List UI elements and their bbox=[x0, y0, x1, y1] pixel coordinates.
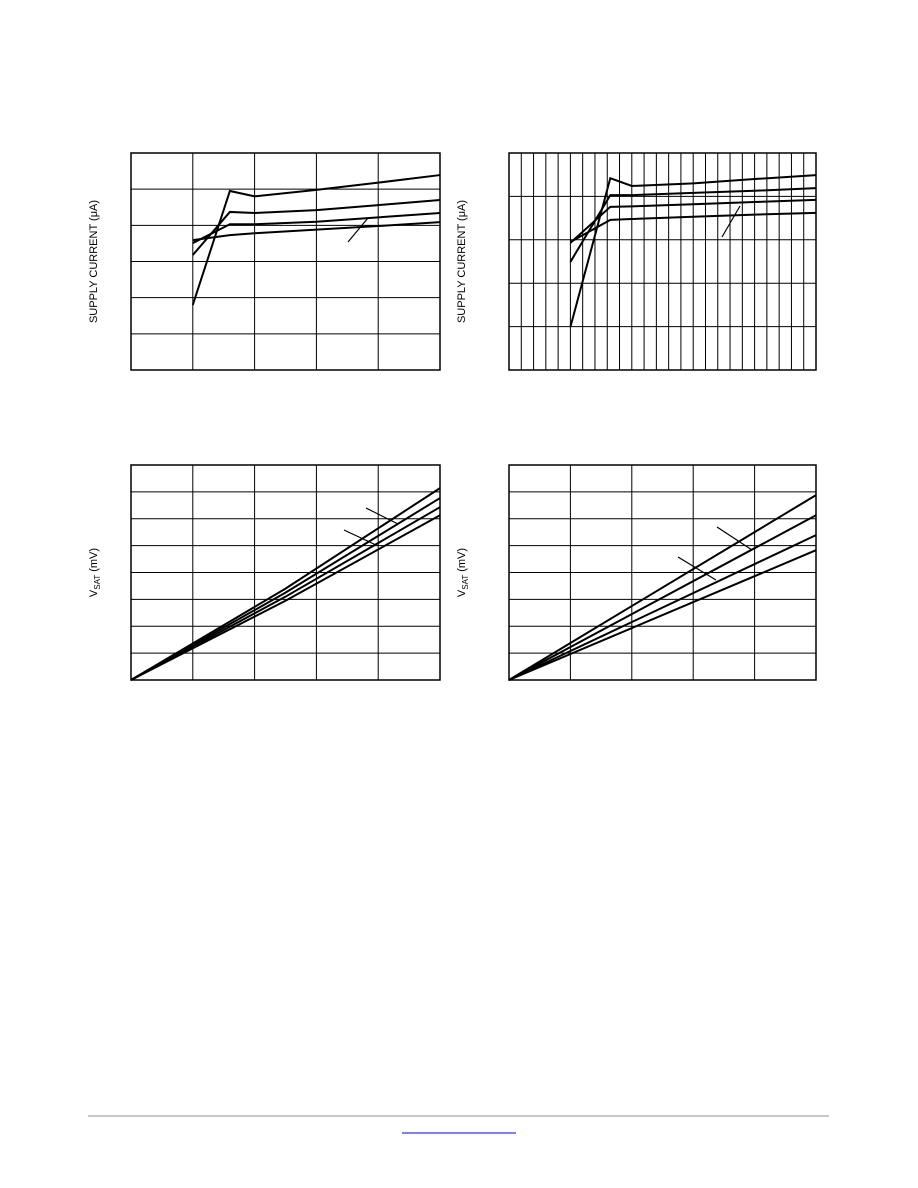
curve bbox=[508, 534, 817, 681]
curve bbox=[569, 198, 817, 244]
y-axis-label: SUPPLY CURRENT (μA) bbox=[88, 200, 100, 323]
plot-frame bbox=[130, 464, 441, 681]
y-axis-label-sub: SAT bbox=[93, 575, 102, 590]
y-axis-label-unit: (mV) bbox=[456, 548, 468, 572]
plot-frame bbox=[508, 464, 817, 681]
curve bbox=[192, 199, 441, 256]
curve bbox=[569, 211, 817, 243]
plot-frame bbox=[508, 152, 817, 371]
curve bbox=[508, 514, 817, 681]
curve bbox=[569, 174, 817, 328]
curve bbox=[192, 221, 441, 242]
curve bbox=[508, 549, 817, 681]
curve bbox=[130, 514, 441, 681]
curve bbox=[130, 497, 441, 681]
y-axis-label-sub: SAT bbox=[461, 575, 470, 590]
curve bbox=[191, 174, 441, 306]
annotation-arrows bbox=[343, 205, 753, 581]
plot-frame bbox=[130, 152, 441, 371]
curve bbox=[508, 494, 817, 681]
y-axis-label-unit: (mV) bbox=[88, 548, 100, 572]
curve bbox=[192, 212, 441, 244]
y-axis-label-main: V bbox=[456, 589, 468, 597]
y-axis-label: VSAT (mV) bbox=[88, 548, 102, 597]
curve bbox=[130, 506, 441, 681]
curve bbox=[130, 487, 441, 681]
curve bbox=[569, 187, 817, 263]
y-axis-label-main: V bbox=[88, 589, 100, 597]
y-axis-label: SUPPLY CURRENT (μA) bbox=[456, 200, 468, 323]
y-axis-label: VSAT (mV) bbox=[456, 548, 470, 597]
